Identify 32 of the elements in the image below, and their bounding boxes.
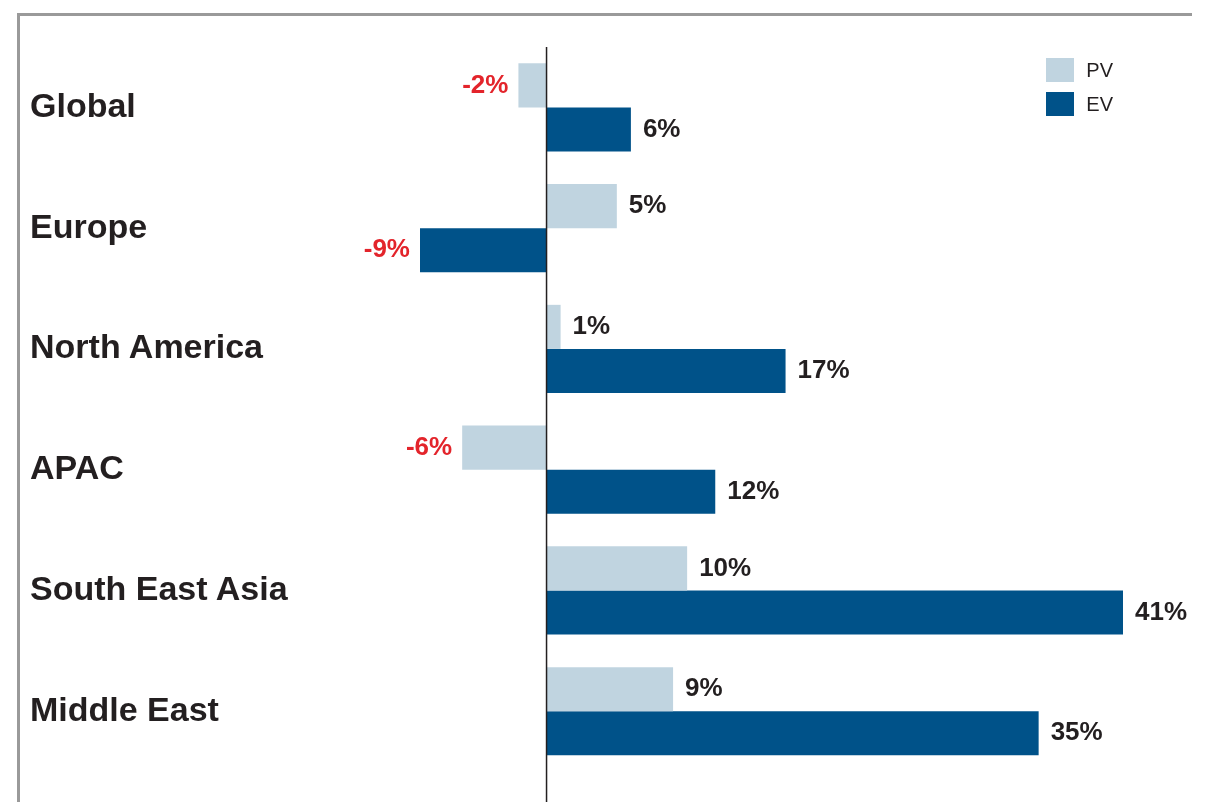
bar [462, 425, 547, 470]
y-tick-label: Europe [30, 206, 148, 245]
data-label: 10% [699, 551, 752, 582]
data-label: 17% [797, 354, 850, 385]
y-tick-label: South East Asia [30, 568, 289, 607]
legend-label: EV [1086, 92, 1113, 116]
data-label: -2% [462, 68, 509, 99]
bar [546, 711, 1039, 756]
bar [518, 63, 547, 108]
bar [546, 667, 674, 712]
bar [546, 348, 786, 393]
data-label: -6% [405, 430, 453, 461]
data-label: 12% [727, 474, 780, 505]
bar [546, 469, 716, 514]
bar [546, 546, 688, 591]
bar [546, 590, 1123, 635]
data-label: 35% [1050, 716, 1103, 747]
y-tick-label: APAC [30, 448, 124, 487]
data-label: 9% [685, 672, 723, 703]
y-tick-label: Global [30, 85, 136, 124]
y-tick-label: North America [30, 327, 265, 366]
bar [546, 304, 561, 349]
data-label: -9% [363, 233, 410, 264]
legend-label: PV [1086, 58, 1113, 82]
data-label: 41% [1135, 595, 1188, 626]
bar [420, 228, 547, 273]
bar [546, 107, 631, 152]
data-label: 1% [572, 310, 611, 341]
data-label: 5% [628, 189, 667, 220]
data-label: 6% [642, 112, 681, 143]
bar [546, 184, 617, 229]
y-tick-label: Middle East [30, 689, 219, 728]
